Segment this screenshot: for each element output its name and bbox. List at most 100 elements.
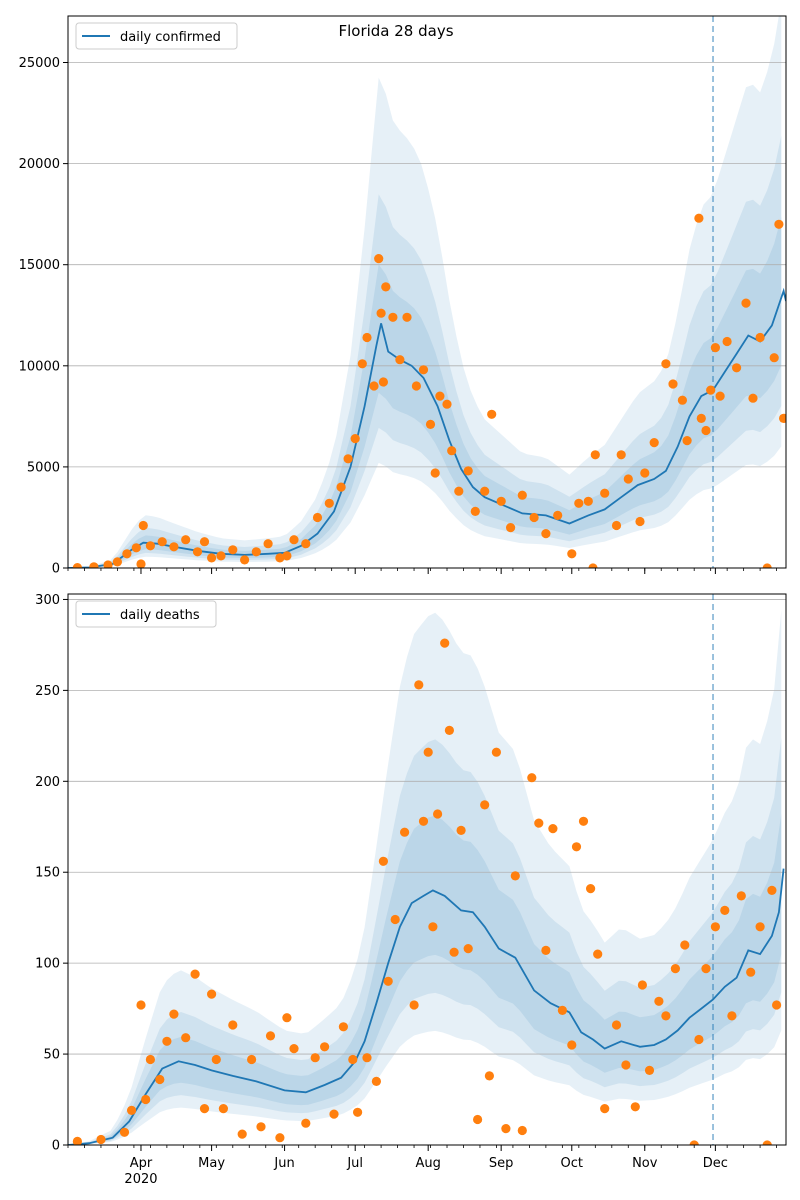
- data-point: [593, 949, 603, 959]
- uncertainty-band: [68, 610, 782, 1145]
- data-point: [418, 816, 429, 826]
- data-point: [228, 1020, 238, 1030]
- data-point: [689, 1140, 699, 1145]
- data-point: [661, 359, 671, 369]
- data-point: [400, 827, 410, 837]
- data-point: [402, 312, 412, 322]
- data-point: [710, 343, 721, 353]
- data-point: [621, 1060, 631, 1070]
- legend: daily confirmed: [75, 22, 238, 50]
- data-point: [774, 219, 784, 229]
- data-point: [680, 940, 690, 950]
- data-point: [491, 747, 501, 757]
- data-point: [630, 1102, 640, 1112]
- data-point: [480, 486, 490, 496]
- data-point: [574, 498, 584, 508]
- data-point: [762, 563, 772, 568]
- data-point: [369, 381, 379, 391]
- legend-box: [75, 600, 217, 628]
- data-point: [136, 559, 146, 568]
- data-point: [127, 1105, 137, 1115]
- data-point: [480, 800, 490, 810]
- data-point: [701, 425, 711, 436]
- data-point: [378, 377, 388, 387]
- data-point: [670, 964, 681, 974]
- data-point: [769, 353, 779, 363]
- y-tick-label: 0: [52, 1139, 60, 1154]
- data-point: [736, 891, 746, 901]
- data-point: [350, 434, 360, 444]
- data-point: [425, 419, 436, 429]
- data-point: [199, 537, 210, 547]
- data-point: [383, 976, 393, 986]
- x-year-label: 2020: [124, 1172, 157, 1187]
- data-point: [169, 542, 179, 552]
- data-point: [423, 747, 433, 757]
- data-point: [122, 549, 132, 559]
- data-point: [181, 1033, 191, 1043]
- data-point: [388, 312, 398, 322]
- data-point: [484, 1071, 494, 1081]
- data-point: [157, 537, 167, 547]
- y-tick-label: 15000: [19, 258, 60, 273]
- data-point: [586, 884, 596, 894]
- data-point: [496, 496, 506, 506]
- data-point: [741, 298, 751, 308]
- data-point: [162, 1036, 172, 1046]
- data-point: [138, 520, 148, 531]
- data-point: [510, 871, 520, 881]
- x-tick-label: Jun: [273, 1156, 294, 1171]
- data-point: [265, 1031, 276, 1041]
- data-point: [440, 638, 450, 648]
- data-point: [141, 1094, 151, 1105]
- data-point: [199, 1104, 210, 1114]
- data-point: [548, 824, 558, 834]
- data-point: [72, 1136, 82, 1145]
- data-point: [517, 1125, 527, 1136]
- data-point: [654, 996, 664, 1006]
- data-point: [362, 332, 372, 343]
- data-point: [381, 282, 391, 292]
- x-tick-label: Apr: [130, 1156, 153, 1171]
- y-tick-label: 100: [35, 957, 60, 972]
- confirmed-axes: 0 5000 10000 15000 20000 25000 daily confirmed: [19, 15, 787, 577]
- data-point: [644, 1065, 655, 1075]
- data-point: [567, 549, 577, 559]
- data-point: [275, 1133, 285, 1143]
- data-point: [611, 1020, 622, 1030]
- data-point: [454, 486, 464, 496]
- data-point: [374, 254, 384, 264]
- data-point: [376, 308, 386, 318]
- data-point: [310, 1053, 320, 1063]
- data-point: [473, 1114, 483, 1125]
- uncertainty-band: [68, 16, 782, 568]
- uncertainty-band: [68, 135, 782, 568]
- data-point: [463, 944, 473, 954]
- data-point: [746, 967, 756, 977]
- x-tick-label: Jul: [346, 1156, 363, 1171]
- data-point: [637, 980, 648, 990]
- data-point: [661, 1011, 671, 1021]
- data-point: [282, 1013, 292, 1023]
- y-tick-label: 250: [35, 684, 60, 699]
- data-point: [571, 842, 582, 852]
- data-point: [779, 413, 786, 423]
- uncertainty-band: [68, 737, 782, 1145]
- data-point: [145, 541, 155, 551]
- legend-box: [75, 22, 238, 50]
- y-tick-label: 300: [35, 593, 60, 608]
- data-point: [456, 825, 466, 836]
- data-point: [411, 381, 421, 391]
- data-point: [324, 498, 334, 508]
- data-point: [301, 1118, 311, 1128]
- data-point: [89, 562, 99, 568]
- legend-label: daily confirmed: [120, 30, 221, 45]
- data-point: [329, 1109, 339, 1119]
- data-point: [216, 551, 226, 561]
- data-point: [590, 450, 600, 460]
- y-tick-label: 20000: [19, 157, 60, 172]
- data-point: [517, 490, 527, 500]
- x-tick-label: Oct: [561, 1156, 583, 1171]
- data-point: [567, 1040, 577, 1050]
- data-point: [755, 332, 765, 343]
